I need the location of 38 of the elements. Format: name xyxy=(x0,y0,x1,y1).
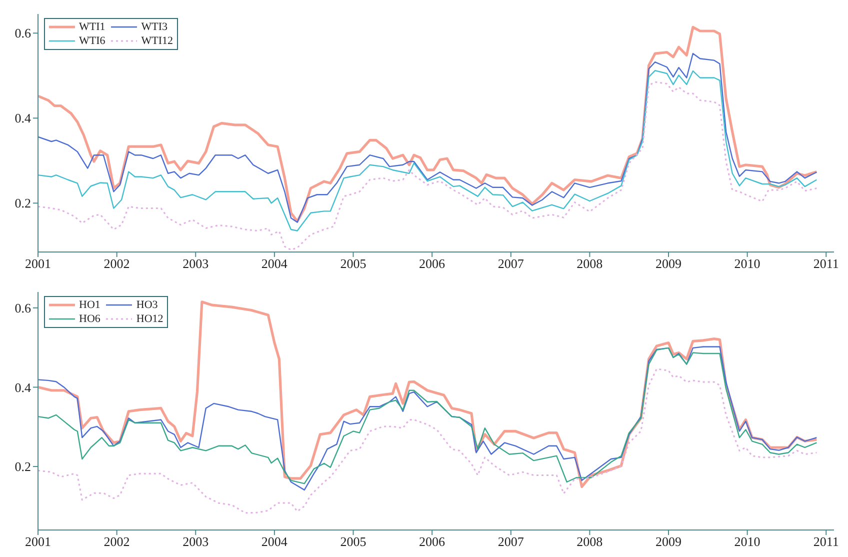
legend-label: HO12 xyxy=(136,312,164,326)
x-tick-label: 2005 xyxy=(340,534,366,550)
x-tick-label: 2001 xyxy=(25,534,51,550)
x-tick-label: 2004 xyxy=(261,534,288,550)
x-tick-label: 2006 xyxy=(419,534,446,550)
legend-label: WTI1 xyxy=(79,20,106,34)
x-tick-label: 2003 xyxy=(182,256,209,272)
y-tick-label: 0.4 xyxy=(14,110,32,126)
x-tick-label: 2004 xyxy=(261,256,288,272)
legend-label: HO6 xyxy=(79,312,100,326)
x-tick-label: 2005 xyxy=(340,256,366,272)
y-tick-label: 0.6 xyxy=(14,300,32,316)
x-tick-label: 2008 xyxy=(576,534,603,550)
x-tick-label: 2008 xyxy=(576,256,603,272)
y-tick-label: 0.4 xyxy=(14,380,32,395)
x-tick-label: 2002 xyxy=(104,256,130,272)
x-tick-label: 2003 xyxy=(182,534,209,550)
x-tick-label: 2010 xyxy=(734,256,760,272)
x-tick-label: 2007 xyxy=(498,534,524,550)
x-tick-label: 2001 xyxy=(25,256,51,272)
x-tick-label: 2006 xyxy=(419,256,446,272)
x-tick-label: 2002 xyxy=(104,534,130,550)
x-tick-label: 2011 xyxy=(813,534,839,550)
x-tick-label: 2007 xyxy=(498,256,524,272)
y-tick-label: 0.2 xyxy=(14,459,31,474)
legend-label: WTI6 xyxy=(79,34,106,48)
x-tick-label: 2009 xyxy=(655,256,682,272)
legend-label: HO1 xyxy=(79,298,100,312)
line-series xyxy=(38,368,818,514)
x-tick-label: 2009 xyxy=(655,534,682,550)
x-tick-label: 2011 xyxy=(813,256,839,272)
y-tick-label: 0.6 xyxy=(14,26,32,41)
legend-label: WTI12 xyxy=(141,34,174,48)
line-series xyxy=(38,81,818,251)
legend-label: HO3 xyxy=(136,298,158,312)
x-tick-label: 2010 xyxy=(734,534,760,550)
legend-label: WTI3 xyxy=(141,20,168,34)
y-tick-label: 0.2 xyxy=(14,196,31,211)
